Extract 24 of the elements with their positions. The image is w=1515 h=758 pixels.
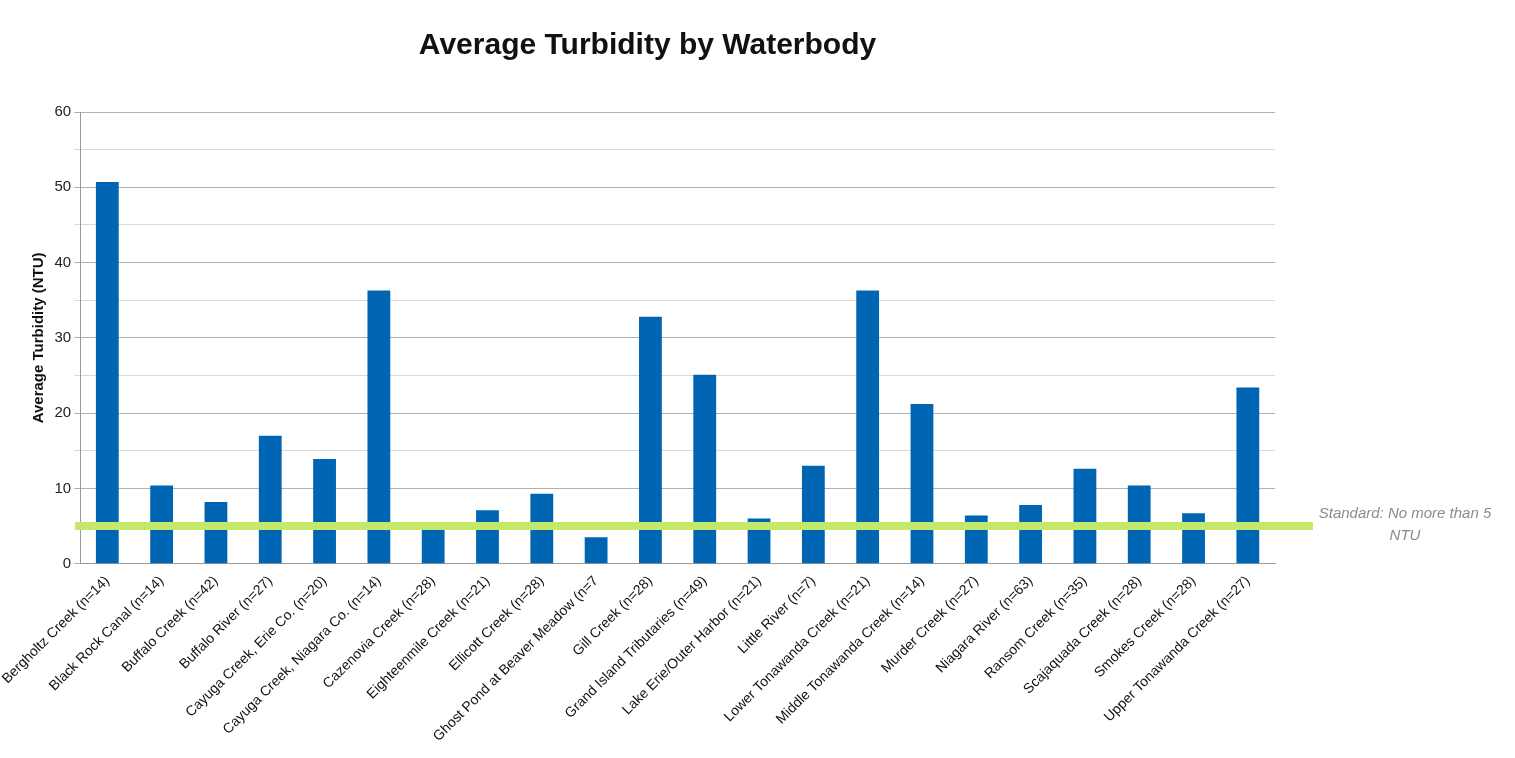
y-axis-title: Average Turbidity (NTU) (28, 252, 46, 424)
bar (313, 459, 336, 564)
bar (1236, 387, 1260, 564)
y-tick-label: 60 (54, 102, 72, 120)
bar (150, 485, 174, 564)
bar (910, 404, 934, 564)
y-tick-label: 20 (54, 403, 72, 421)
ref-line-label: Standard: No more than 5 NTU (1318, 504, 1492, 544)
y-tick-label: 30 (54, 327, 72, 345)
bar (584, 537, 608, 564)
bar (801, 465, 825, 564)
bar (639, 316, 662, 564)
bar (367, 290, 391, 564)
bar (421, 527, 445, 564)
bar (856, 290, 880, 564)
y-tick-label: 10 (54, 478, 72, 496)
bar (258, 435, 282, 564)
bar (1127, 485, 1151, 564)
bar (693, 374, 717, 564)
chart-title: Average Turbidity by Waterbody (418, 27, 877, 61)
y-tick-label: 0 (62, 553, 72, 571)
bar (95, 182, 119, 564)
y-tick-label: 40 (54, 252, 72, 270)
y-tick-label: 50 (54, 177, 72, 195)
